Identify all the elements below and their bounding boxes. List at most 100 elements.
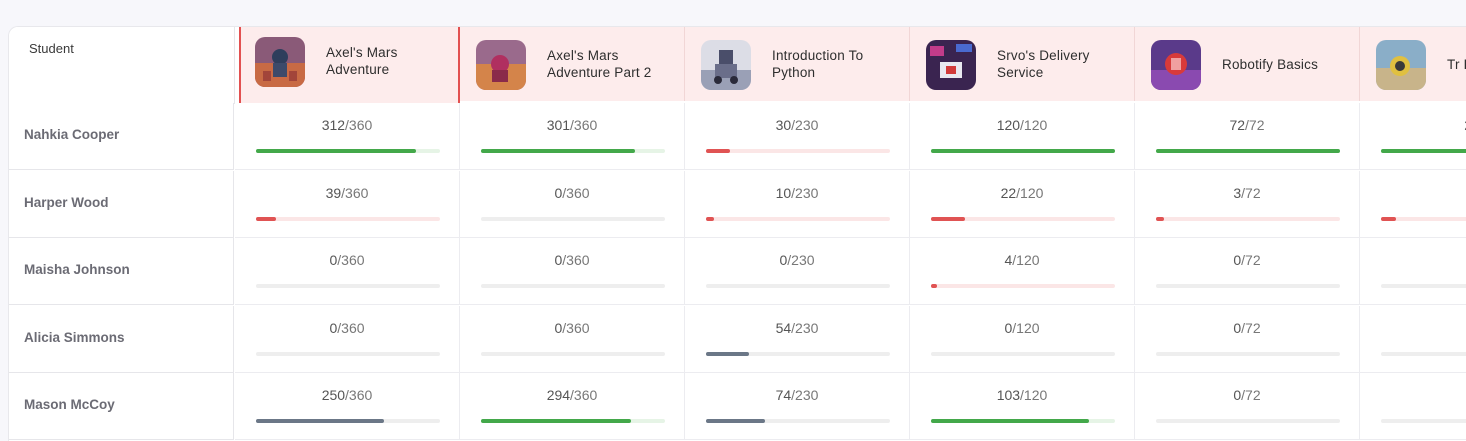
progress-cell[interactable]: 312/360: [235, 103, 460, 170]
score-total: /360: [341, 184, 369, 201]
progress-track: [256, 351, 440, 356]
student-name-cell[interactable]: Alicia Simmons: [9, 305, 234, 373]
score-total: /230: [791, 387, 819, 403]
progress-cell[interactable]: 0/360: [460, 238, 685, 305]
score-total: /230: [787, 252, 815, 268]
progress-cell[interactable]: 0/: [1360, 373, 1466, 440]
score-value: 4: [1004, 252, 1013, 268]
course-title: Robotify Basics: [1222, 56, 1319, 72]
student-name-cell[interactable]: Nahkia Cooper: [9, 103, 234, 170]
score-text: 0/230: [685, 252, 909, 268]
score-text: 0/360: [235, 252, 459, 268]
score-value: 3: [1233, 184, 1242, 201]
score-value: 74: [775, 387, 792, 403]
progress-cell[interactable]: 0/360: [460, 305, 685, 373]
score-total: /120: [1012, 319, 1040, 336]
student-name-cell[interactable]: Harper Wood: [9, 170, 234, 238]
progress-cell[interactable]: 30/230: [685, 103, 910, 170]
progress-track: [1156, 284, 1340, 288]
score-value: 0: [1233, 252, 1242, 268]
score-value: 54: [775, 319, 792, 336]
progress-track: [481, 216, 665, 221]
progress-cell[interactable]: 22/120: [910, 170, 1135, 238]
score-total: /120: [1016, 184, 1044, 201]
score-text: 0/: [1360, 387, 1466, 403]
student-column-header[interactable]: Student: [9, 27, 235, 104]
progress-track: [256, 216, 440, 221]
progress-track: [256, 149, 440, 153]
progress-cell[interactable]: 294/360: [460, 373, 685, 440]
progress-cell[interactable]: 0/72: [1135, 305, 1360, 373]
score-total: /72: [1245, 117, 1265, 133]
progress-cell[interactable]: 0/360: [235, 305, 460, 373]
progress-cell[interactable]: 0/: [1360, 238, 1466, 305]
score-value: 312: [321, 117, 346, 133]
score-total: /360: [570, 117, 598, 133]
score-text: 4/120: [910, 252, 1134, 268]
score-value: 0: [779, 252, 788, 268]
score-value: 0: [1233, 387, 1242, 403]
course-header-5[interactable]: Robotify Basics: [1135, 27, 1360, 101]
score-value: 39: [325, 184, 342, 201]
progress-track: [931, 351, 1115, 356]
progress-track: [1381, 284, 1466, 288]
progress-fill: [481, 149, 635, 153]
score-text: 0/120: [910, 320, 1134, 336]
score-total: /360: [570, 387, 598, 403]
score-total: /360: [562, 252, 590, 268]
student-name-cell[interactable]: Mason McCoy: [9, 373, 234, 440]
score-text: 0/: [1360, 320, 1466, 336]
progress-cell[interactable]: 4/120: [910, 238, 1135, 305]
progress-cell[interactable]: 3/72: [1135, 170, 1360, 238]
course-header-4[interactable]: Srvo's Delivery Service: [910, 27, 1135, 101]
score-text: 0/360: [460, 320, 684, 336]
progress-cell[interactable]: 10/230: [685, 170, 910, 238]
python-robot-thumbnail-icon: [701, 40, 751, 90]
score-value: 0: [1004, 319, 1013, 336]
score-text: 301/360: [460, 117, 684, 133]
progress-cell[interactable]: 0/360: [235, 238, 460, 305]
progress-cell[interactable]: 0/230: [685, 238, 910, 305]
progress-cell[interactable]: 0/: [1360, 305, 1466, 373]
student-name: Mason McCoy: [24, 397, 115, 412]
progress-cell[interactable]: 74/230: [685, 373, 910, 440]
course-header-3[interactable]: Introduction To Python: [685, 27, 910, 101]
course-header-6[interactable]: Tr H: [1360, 27, 1466, 101]
score-text: 3/72: [1135, 185, 1359, 201]
score-text: 2/: [1360, 185, 1466, 201]
score-value: 22: [1000, 184, 1017, 201]
progress-cell[interactable]: 0/72: [1135, 373, 1360, 440]
score-value: 103: [996, 387, 1021, 403]
progress-cell[interactable]: 0/360: [460, 170, 685, 238]
course-header-1[interactable]: Axel's Mars Adventure: [239, 27, 460, 108]
progress-cell[interactable]: 54/230: [685, 305, 910, 373]
student-name-cell[interactable]: Maisha Johnson: [9, 238, 234, 305]
progress-cell[interactable]: 2/: [1360, 170, 1466, 238]
course-header-2[interactable]: Axel's Mars Adventure Part 2: [460, 27, 685, 101]
progress-cell[interactable]: 103/120: [910, 373, 1135, 440]
progress-fill: [931, 419, 1089, 423]
progress-fill: [706, 216, 714, 221]
progress-fill: [256, 149, 416, 153]
progress-track: [1381, 351, 1466, 356]
score-total: /360: [562, 319, 590, 336]
score-text: 103/120: [910, 387, 1134, 403]
score-text: 30/230: [685, 117, 909, 133]
progress-cell[interactable]: 0/120: [910, 305, 1135, 373]
progress-cell[interactable]: 24: [1360, 103, 1466, 170]
score-total: /230: [791, 184, 819, 201]
progress-cell[interactable]: 39/360: [235, 170, 460, 238]
robot-thumbnail-icon: [1376, 40, 1426, 90]
score-text: 0/360: [460, 185, 684, 201]
progress-cell[interactable]: 301/360: [460, 103, 685, 170]
score-total: /360: [562, 184, 590, 201]
progress-fill: [706, 419, 766, 423]
progress-cell[interactable]: 250/360: [235, 373, 460, 440]
score-text: 0/72: [1135, 387, 1359, 403]
score-total: /120: [1020, 387, 1048, 403]
progress-cell[interactable]: 0/72: [1135, 238, 1360, 305]
progress-cell[interactable]: 72/72: [1135, 103, 1360, 170]
progress-cell[interactable]: 120/120: [910, 103, 1135, 170]
course-title: Srvo's Delivery Service: [997, 48, 1090, 80]
progress-track: [706, 419, 890, 423]
